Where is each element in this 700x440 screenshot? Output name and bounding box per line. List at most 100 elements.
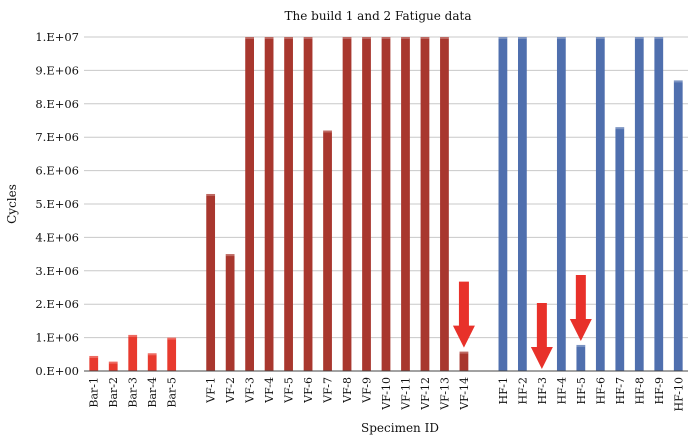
y-tick-label: 1.E+06 xyxy=(35,331,79,345)
x-tick-label: VF-5 xyxy=(283,377,296,404)
bar-vf-6 xyxy=(303,37,313,371)
bar-cap xyxy=(206,193,216,196)
x-axis-ticks: Bar-1 Bar-2 Bar-3 Bar-4 Bar-5 VF-1 VF-2 VF-3 VF-… xyxy=(88,377,686,411)
y-axis-ticks: 0.E+00 1.E+06 2.E+06 3.E+06 4.E+06 5.E+06 6.E+… xyxy=(35,30,79,378)
bar-bar-2 xyxy=(108,361,118,371)
x-tick-label: VF-11 xyxy=(399,377,412,411)
bar-vf-2 xyxy=(225,254,235,371)
bar-cap xyxy=(284,37,293,39)
down-arrow-icon xyxy=(530,303,553,369)
bar-vf-5 xyxy=(284,37,293,371)
x-tick-label: VF-3 xyxy=(244,377,257,404)
bar-vf-12 xyxy=(420,37,430,371)
bar-bar-4 xyxy=(147,353,157,371)
bar-vf-11 xyxy=(401,37,410,371)
x-tick-label: Bar-2 xyxy=(107,377,120,408)
bar-hf-4 xyxy=(556,37,566,371)
y-tick-label: 9.E+06 xyxy=(35,63,79,77)
bar-vf-8 xyxy=(342,37,352,371)
y-tick-label: 8.E+06 xyxy=(35,97,79,111)
bar-cap xyxy=(615,127,625,130)
x-axis-label: Specimen ID xyxy=(361,421,439,435)
bar-hf-1 xyxy=(498,37,508,371)
bar-vf-1 xyxy=(206,193,216,371)
bar-cap xyxy=(576,344,586,347)
x-tick-label: VF-8 xyxy=(341,377,354,404)
x-tick-label: VF-2 xyxy=(224,377,237,404)
bar-hf-10 xyxy=(673,80,683,372)
chart-title: The build 1 and 2 Fatigue data xyxy=(285,9,472,23)
x-tick-label: VF-4 xyxy=(263,377,276,404)
bar-cap xyxy=(362,37,371,39)
bar-cap xyxy=(245,37,254,39)
y-tick-label: 1.E+07 xyxy=(35,30,79,44)
bar-cap xyxy=(420,37,430,39)
bar-bar-5 xyxy=(167,337,177,371)
x-tick-label: Bar-4 xyxy=(146,377,159,408)
bar-cap xyxy=(108,361,118,364)
bar-cap xyxy=(89,355,99,358)
bar-vf-10 xyxy=(381,37,391,371)
bar-vf-14 xyxy=(459,351,469,371)
bar-cap xyxy=(634,37,644,39)
x-tick-label: HF-3 xyxy=(536,377,549,404)
bar-cap xyxy=(128,334,138,337)
x-tick-label: VF-9 xyxy=(361,377,374,404)
x-tick-label: VF-7 xyxy=(322,377,335,404)
x-tick-label: Bar-1 xyxy=(88,377,101,408)
y-tick-label: 0.E+00 xyxy=(35,364,79,378)
x-tick-label: HF-2 xyxy=(516,377,529,404)
bar-vf-3 xyxy=(245,37,254,371)
bar-cap xyxy=(518,37,527,39)
bar-hf-8 xyxy=(634,37,644,371)
bar-cap xyxy=(440,37,449,39)
y-tick-label: 5.E+06 xyxy=(35,197,79,211)
y-tick-label: 2.E+06 xyxy=(35,297,79,311)
x-tick-label: HF-8 xyxy=(633,377,646,404)
y-tick-label: 6.E+06 xyxy=(35,164,79,178)
bar-cap xyxy=(342,37,352,39)
x-tick-label: VF-1 xyxy=(205,377,218,404)
x-tick-label: VF-14 xyxy=(458,377,471,411)
y-tick-label: 3.E+06 xyxy=(35,264,79,278)
bar-cap xyxy=(381,37,391,39)
bar-cap xyxy=(225,254,235,257)
x-tick-label: HF-5 xyxy=(575,377,588,404)
bar-cap xyxy=(167,337,177,340)
x-tick-label: HF-7 xyxy=(614,377,627,404)
bar-cap xyxy=(323,130,332,133)
bar-hf-6 xyxy=(595,37,605,371)
bar-cap xyxy=(459,351,469,354)
bar-cap xyxy=(264,37,274,39)
bar-vf-9 xyxy=(362,37,371,371)
bar-bar-3 xyxy=(128,334,138,371)
x-tick-label: Bar-3 xyxy=(127,377,140,408)
bar-hf-9 xyxy=(654,37,664,371)
x-tick-label: VF-13 xyxy=(438,377,451,411)
x-tick-label: HF-6 xyxy=(594,377,607,404)
down-arrow-icon xyxy=(452,281,475,348)
x-tick-label: VF-12 xyxy=(419,377,432,411)
x-tick-label: Bar-5 xyxy=(166,377,179,408)
bar-bar-1 xyxy=(89,355,99,371)
bar-cap xyxy=(556,37,566,39)
bar-cap xyxy=(654,37,664,39)
y-tick-label: 7.E+06 xyxy=(35,130,79,144)
bars xyxy=(89,37,683,372)
y-axis-label: Cycles xyxy=(5,184,19,224)
x-tick-label: VF-6 xyxy=(302,377,315,404)
bar-hf-7 xyxy=(615,127,625,372)
down-arrow-icon xyxy=(569,274,592,341)
x-tick-label: HF-4 xyxy=(555,377,568,404)
bar-cap xyxy=(673,80,683,83)
x-tick-label: VF-10 xyxy=(380,377,393,411)
y-tick-label: 4.E+06 xyxy=(35,230,79,244)
bar-vf-13 xyxy=(440,37,449,371)
x-tick-label: HF-9 xyxy=(653,377,666,404)
bar-cap xyxy=(595,37,605,39)
bar-cap xyxy=(303,37,313,39)
x-tick-label: HF-10 xyxy=(672,377,685,411)
bar-vf-7 xyxy=(323,130,332,371)
bar-cap xyxy=(498,37,508,39)
